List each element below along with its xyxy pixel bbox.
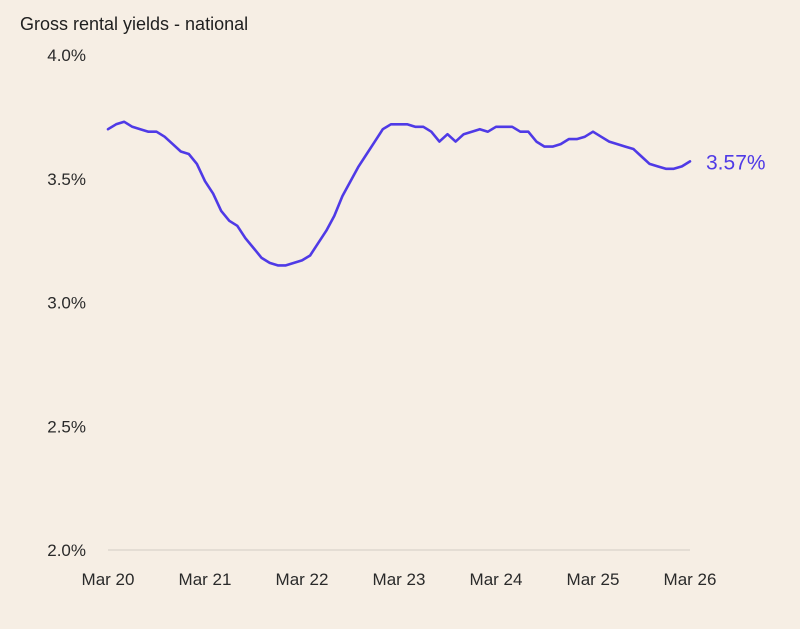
chart-title: Gross rental yields - national [20,14,249,34]
y-tick-label: 3.0% [47,294,86,313]
x-tick-label: Mar 26 [664,570,717,589]
x-tick-label: Mar 22 [276,570,329,589]
x-tick-label: Mar 25 [567,570,620,589]
x-tick-label: Mar 21 [179,570,232,589]
series-line [106,120,692,267]
x-tick-label: Mar 20 [82,570,135,589]
x-tick-label: Mar 23 [373,570,426,589]
y-tick-label: 4.0% [47,46,86,65]
y-tick-label: 2.0% [47,541,86,560]
y-tick-label: 2.5% [47,417,86,436]
x-tick-label: Mar 24 [470,570,523,589]
end-value-label: 3.57% [706,151,766,174]
y-tick-label: 3.5% [47,170,86,189]
